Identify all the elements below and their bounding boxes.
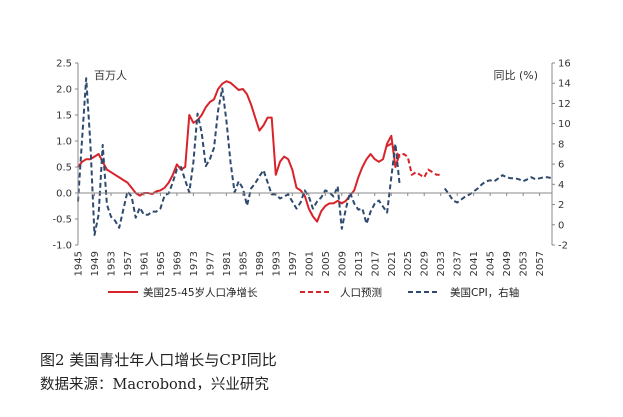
x-tick-label: 2013	[354, 251, 365, 276]
x-tick-label: 1993	[271, 251, 282, 276]
x-tick-label: 2021	[387, 251, 398, 276]
series-line	[77, 77, 401, 236]
x-tick-label: 1997	[288, 251, 299, 276]
left-tick-label: 0.5	[56, 163, 72, 174]
x-tick-label: 2005	[321, 251, 332, 276]
x-tick-label: 2001	[304, 251, 315, 276]
right-tick-label: 16	[558, 59, 571, 70]
x-tick-label: 1957	[123, 251, 134, 276]
x-tick-label: 1985	[238, 251, 249, 276]
x-tick-label: 1981	[222, 251, 233, 276]
x-tick-label: 1965	[156, 251, 167, 276]
x-tick-label: 1961	[139, 251, 150, 276]
legend-label: 美国CPI，右轴	[450, 286, 519, 299]
legend: 美国25-45岁人口净增长 人口预测 美国CPI，右轴	[108, 286, 519, 299]
left-tick-label: -1.0	[52, 241, 72, 252]
x-tick-label: 2029	[420, 251, 431, 276]
x-tick-label: 2057	[535, 251, 546, 276]
left-axis-unit: 百万人	[94, 69, 127, 82]
left-tick-label: 2.0	[56, 85, 72, 96]
left-tick-label: 1.5	[56, 111, 72, 122]
series-line	[77, 80, 401, 223]
x-tick-label: 2037	[453, 251, 464, 276]
x-tick-label: 1969	[172, 251, 183, 276]
right-tick-label: 0	[558, 220, 564, 231]
left-tick-label: -0.5	[52, 215, 72, 226]
x-tick-label: 1977	[205, 251, 216, 276]
left-tick-label: 1.0	[56, 137, 72, 148]
x-tick-label: 2041	[469, 251, 480, 276]
x-tick-label: 1945	[74, 251, 85, 276]
right-tick-label: 2	[558, 200, 564, 211]
right-tick-label: 8	[558, 139, 564, 150]
left-tick-label: 0.0	[56, 189, 72, 200]
right-tick-label: 12	[558, 99, 571, 110]
series-line	[386, 142, 441, 179]
x-tick-label: 1949	[90, 251, 101, 276]
legend-label: 人口预测	[340, 286, 382, 299]
x-tick-label: 2049	[502, 251, 513, 276]
legend-label: 美国25-45岁人口净增长	[143, 286, 258, 299]
x-tick-label: 2053	[519, 251, 530, 276]
x-tick-label: 2025	[403, 251, 414, 276]
plot-area	[77, 77, 553, 236]
figure-caption: 图2 美国青壮年人口增长与CPI同比	[40, 351, 277, 369]
data-source: 数据来源：Macrobond，兴业研究	[40, 377, 269, 393]
x-tick-label: 2009	[337, 251, 348, 276]
x-tick-label: 2033	[436, 251, 447, 276]
x-tick-label: 1953	[106, 251, 117, 276]
x-tick-label: 1989	[255, 251, 266, 276]
series-line	[443, 174, 553, 204]
right-tick-label: 4	[558, 180, 564, 191]
x-tick-label: 2017	[370, 251, 381, 276]
right-tick-label: 10	[558, 119, 571, 130]
right-tick-label: 6	[558, 160, 564, 171]
right-axis-unit: 同比 (%)	[493, 69, 538, 82]
left-tick-label: 2.5	[56, 59, 72, 70]
x-tick-label: 1973	[189, 251, 200, 276]
right-tick-label: 14	[558, 79, 571, 90]
x-tick-label: 2045	[486, 251, 497, 276]
right-tick-label: -2	[558, 241, 568, 252]
axes: -1.0 -0.5 0.0 0.5 1.0 1.5 2.0 2.5 -2 0 2 4 6 8 10 12 14 1…	[52, 59, 570, 277]
